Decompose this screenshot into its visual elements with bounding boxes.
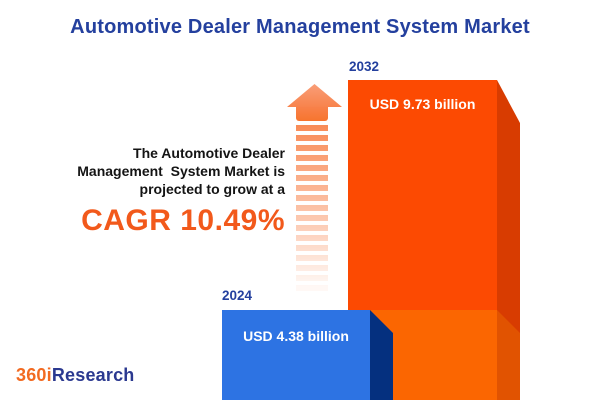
bar-2024-side [370, 310, 393, 400]
cagr-text: CAGR 10.49% [81, 204, 285, 237]
description-line-3: projected to grow at a [139, 181, 285, 197]
description-line-2: Management System Market is [77, 163, 285, 179]
bar-2024-value-label: USD 4.38 billion [243, 328, 349, 344]
arrow-head-icon [287, 84, 342, 107]
description-block: The Automotive Dealer Management System … [15, 144, 285, 238]
logo-360i: 360i [16, 365, 52, 385]
bar-2032-side-lower [497, 310, 520, 400]
page-title: Automotive Dealer Management System Mark… [70, 16, 530, 38]
bar-2032-year-label: 2032 [349, 59, 380, 74]
logo-research: Research [51, 365, 135, 385]
growth-arrow [287, 84, 342, 296]
arrow-dashes [296, 125, 328, 295]
description-line-1: The Automotive Dealer [133, 145, 285, 161]
arrow-body [296, 107, 328, 121]
bar-2024-year-label: 2024 [222, 288, 253, 303]
bar-2032-value-label: USD 9.73 billion [369, 96, 476, 112]
logo: 360iResearch [16, 365, 135, 386]
bar-2024-front [222, 310, 370, 400]
